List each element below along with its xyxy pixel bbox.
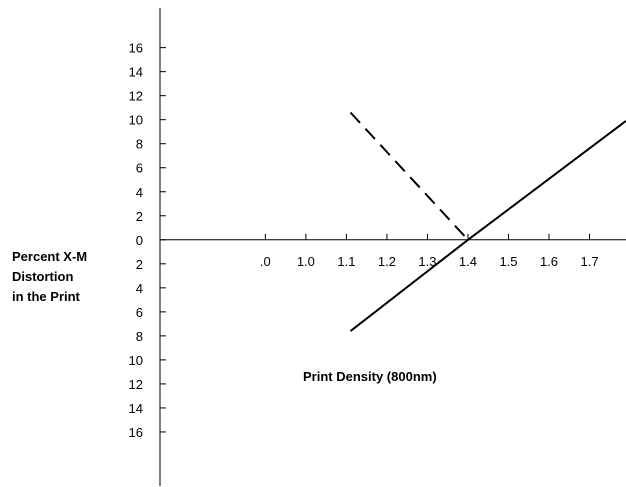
x-axis-title: Print Density (800nm) [303,369,437,384]
x-tick-label-2: 1.1 [337,254,355,269]
y-tick-label-6: 4 [136,185,143,200]
y-tick-label-8: 0 [136,233,143,248]
x-tick-label-4: 1.3 [418,254,436,269]
y-tick-label-9: 2 [136,257,143,272]
y-tick-label-7: 2 [136,209,143,224]
x-tick-label-6: 1.5 [499,254,517,269]
labels-group: 16 14 12 10 8 6 4 2 0 2 4 6 8 10 12 14 16 .0 1.0 1.1 1.2 1.3 1… [12,41,599,440]
y-tick-label-12: 8 [136,329,143,344]
x-tick-label-5: 1.4 [459,254,477,269]
y-tick-label-11: 6 [136,305,143,320]
y-axis-title-line-0: Percent X-M [12,249,87,264]
y-axis-title-line-1: Distortion [12,269,73,284]
y-tick-label-13: 10 [129,353,143,368]
x-tick-label-3: 1.2 [378,254,396,269]
y-axis-title: Percent X-M Distortion in the Print [12,249,87,304]
x-tick-label-7: 1.6 [540,254,558,269]
y-tick-label-10: 4 [136,281,143,296]
y-axis-title-line-2: in the Print [12,289,81,304]
y-tick-label-1: 14 [129,65,143,80]
x-tick-label-0: .0 [260,254,271,269]
y-tick-label-5: 6 [136,161,143,176]
axes [159,8,626,486]
y-tick-label-4: 8 [136,137,143,152]
x-tick-label-8: 1.7 [580,254,598,269]
y-tick-label-3: 10 [129,113,143,128]
x-tick-label-1: 1.0 [297,254,315,269]
y-tick-label-16: 16 [129,425,143,440]
series-group [349,111,626,332]
y-tick-label-2: 12 [129,89,143,104]
y-tick-label-0: 16 [129,41,143,56]
series-line-dashed [349,111,469,241]
y-tick-label-15: 14 [129,401,143,416]
series-line-solid [349,120,626,332]
y-tick-label-14: 12 [129,377,143,392]
